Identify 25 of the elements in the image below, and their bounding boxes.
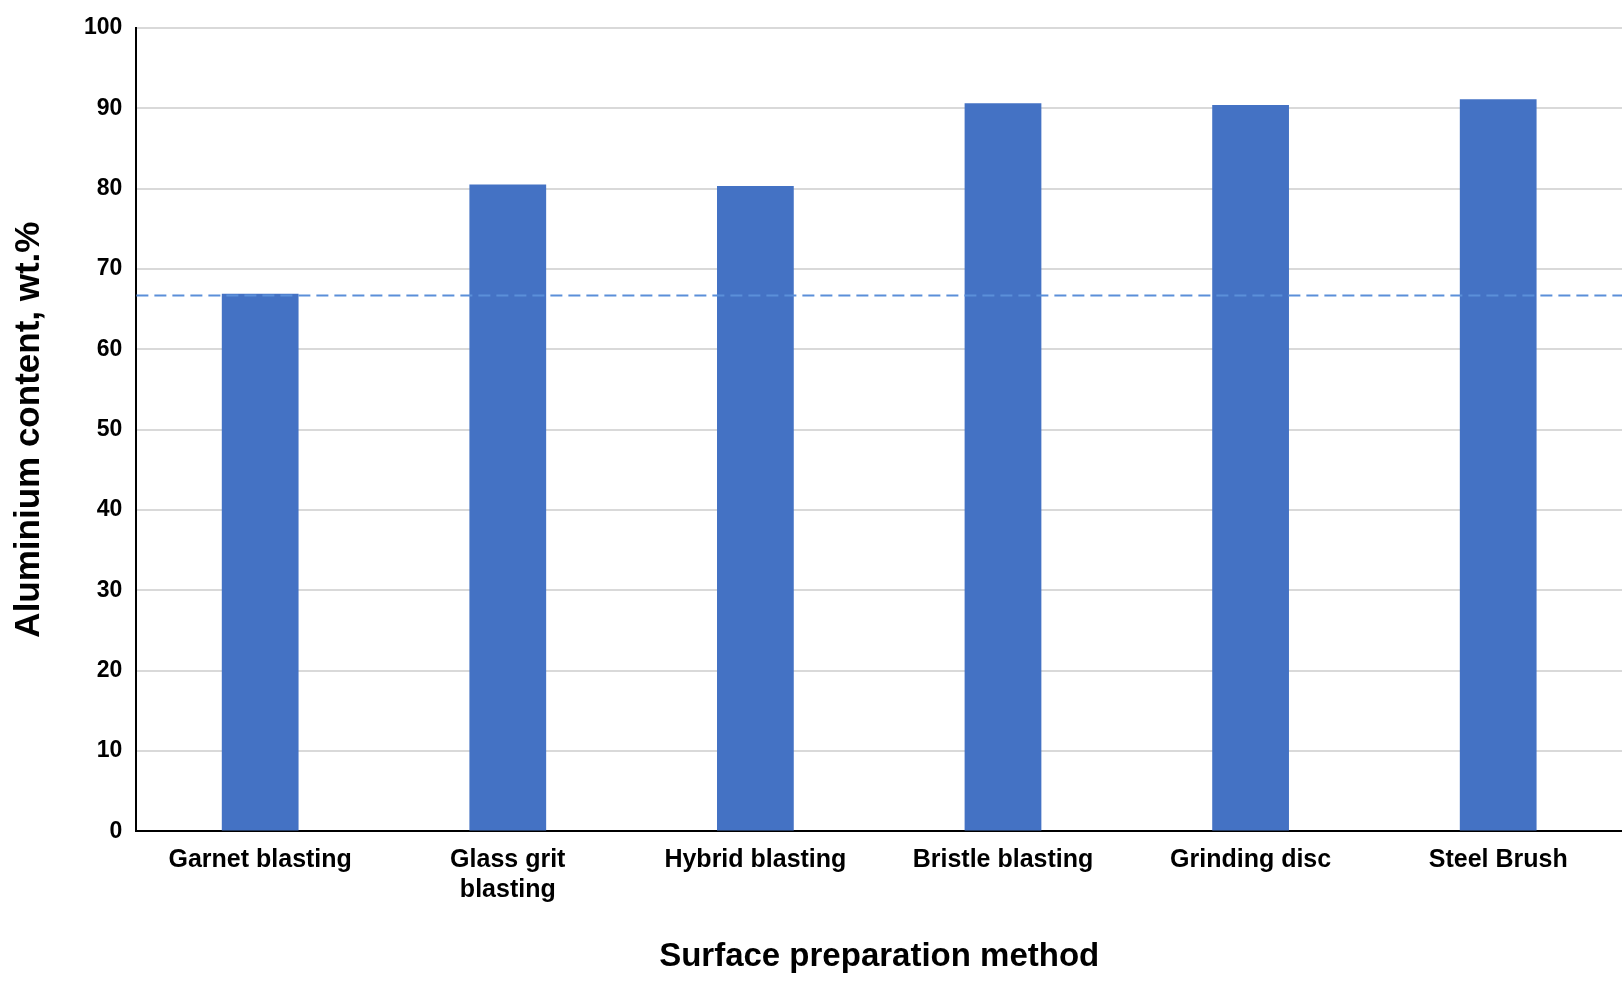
- y-axis-title: Aluminium content, wt.%: [6, 221, 46, 638]
- y-tick-label: 40: [96, 495, 123, 522]
- y-tick-label: 90: [96, 93, 123, 120]
- y-tick-label: 50: [96, 414, 123, 441]
- y-tick-label: 0: [109, 816, 123, 843]
- y-tick-label: 80: [96, 173, 123, 200]
- y-tick-label: 10: [96, 736, 123, 763]
- y-tick-label: 100: [84, 13, 123, 40]
- bar: [1212, 104, 1289, 831]
- y-tick-label: 20: [96, 656, 123, 683]
- y-tick-label: 70: [96, 254, 123, 281]
- x-tick-label: Garnet blasting: [168, 844, 352, 873]
- bar: [469, 184, 547, 831]
- x-tick-label: Grinding disc: [1170, 844, 1332, 873]
- x-tick-label: Glass grit blasting: [450, 844, 567, 903]
- x-axis-title: Surface preparation method: [659, 936, 1100, 974]
- x-tick-label: Bristle blasting: [912, 844, 1094, 873]
- y-tick-label: 30: [96, 575, 123, 602]
- x-tick-label: Hybrid blasting: [664, 844, 847, 873]
- y-tick-label: 60: [96, 334, 123, 361]
- x-tick-label: Steel Brush: [1428, 844, 1568, 873]
- bar: [964, 103, 1042, 831]
- bar: [717, 186, 794, 831]
- bar: [1459, 99, 1537, 831]
- bar: [221, 293, 299, 831]
